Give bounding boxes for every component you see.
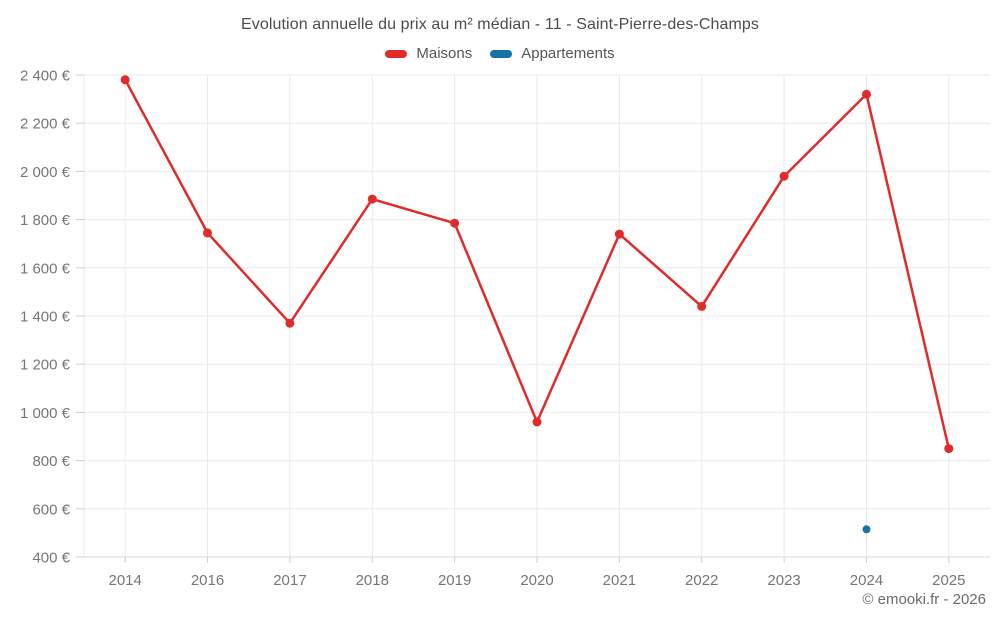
x-tick-label: 2023 bbox=[767, 572, 800, 589]
data-point-maisons-2014[interactable] bbox=[120, 75, 130, 85]
data-point-maisons-2025[interactable] bbox=[944, 444, 954, 454]
x-tick-label: 2014 bbox=[108, 572, 141, 589]
y-tick-label: 2 000 € bbox=[20, 164, 71, 181]
x-tick-label: 2018 bbox=[356, 572, 389, 589]
legend-item-appartements[interactable]: Appartements bbox=[490, 45, 615, 62]
data-point-maisons-2022[interactable] bbox=[697, 301, 707, 311]
legend-label-appartements: Appartements bbox=[521, 45, 615, 62]
y-tick-label: 1 200 € bbox=[20, 357, 71, 374]
legend: Maisons Appartements bbox=[0, 45, 1000, 62]
x-tick-label: 2021 bbox=[603, 572, 636, 589]
x-tick-label: 2017 bbox=[273, 572, 306, 589]
data-point-maisons-2016[interactable] bbox=[203, 228, 212, 238]
x-tick-label: 2024 bbox=[850, 572, 883, 589]
y-tick-label: 400 € bbox=[32, 550, 70, 567]
data-point-maisons-2020[interactable] bbox=[532, 417, 542, 427]
chart-title: Evolution annuelle du prix au m² médian … bbox=[240, 16, 760, 33]
data-point-maisons-2017[interactable] bbox=[285, 318, 295, 328]
y-tick-label: 1 600 € bbox=[20, 260, 71, 277]
data-point-maisons-2019[interactable] bbox=[450, 218, 460, 228]
x-tick-label: 2025 bbox=[932, 572, 965, 589]
x-tick-label: 2020 bbox=[520, 572, 553, 589]
x-tick-label: 2016 bbox=[191, 572, 224, 589]
attribution-text: © emooki.fr - 2026 bbox=[862, 591, 986, 608]
y-tick-label: 1 800 € bbox=[20, 212, 71, 229]
legend-marker-maisons-icon bbox=[385, 49, 408, 58]
legend-marker-appartements-icon bbox=[490, 49, 513, 58]
y-tick-label: 2 400 € bbox=[20, 68, 71, 85]
y-tick-label: 800 € bbox=[32, 453, 70, 470]
data-point-maisons-2024[interactable] bbox=[862, 89, 871, 99]
data-point-maisons-2018[interactable] bbox=[367, 194, 377, 204]
y-tick-label: 1 400 € bbox=[20, 309, 71, 326]
y-tick-label: 1 000 € bbox=[20, 405, 71, 422]
x-tick-label: 2019 bbox=[438, 572, 471, 589]
y-tick-label: 600 € bbox=[32, 501, 70, 518]
y-tick-label: 2 200 € bbox=[20, 116, 71, 133]
data-point-maisons-2023[interactable] bbox=[779, 171, 789, 181]
x-tick-label: 2022 bbox=[685, 572, 718, 589]
legend-item-maisons[interactable]: Maisons bbox=[385, 45, 472, 62]
legend-label-maisons: Maisons bbox=[416, 45, 473, 62]
data-point-maisons-2021[interactable] bbox=[614, 229, 624, 239]
data-point-appartements-2024[interactable] bbox=[862, 525, 871, 534]
